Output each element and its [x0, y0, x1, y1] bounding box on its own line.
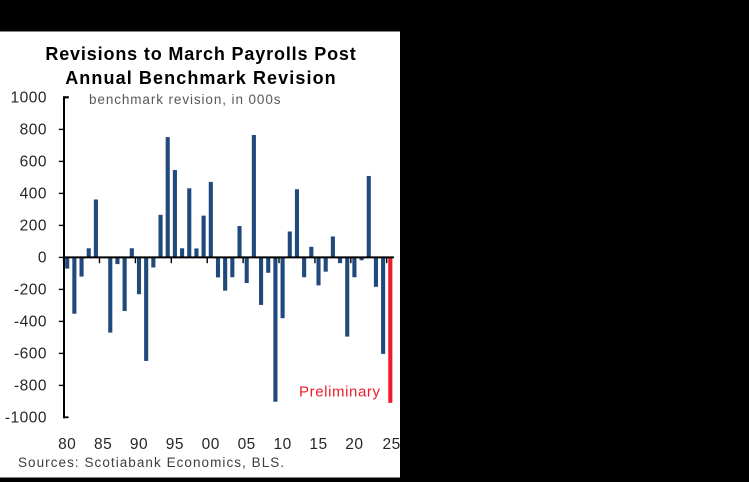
svg-text:200: 200: [20, 217, 47, 234]
svg-text:0: 0: [38, 249, 47, 266]
svg-text:Revisions to March Payrolls Po: Revisions to March Payrolls Post: [45, 44, 356, 64]
svg-text:-1000: -1000: [5, 409, 47, 426]
svg-text:-200: -200: [14, 281, 47, 298]
svg-text:-400: -400: [14, 313, 47, 330]
svg-text:Annual Benchmark Revision: Annual Benchmark Revision: [65, 68, 337, 88]
svg-text:05: 05: [238, 436, 256, 453]
svg-text:400: 400: [20, 185, 47, 202]
svg-text:10: 10: [273, 436, 291, 453]
svg-text:600: 600: [20, 153, 47, 170]
svg-text:1000: 1000: [11, 89, 47, 106]
svg-text:00: 00: [202, 436, 220, 453]
svg-text:-600: -600: [14, 345, 47, 362]
svg-text:800: 800: [20, 121, 47, 138]
svg-text:85: 85: [94, 436, 112, 453]
svg-text:90: 90: [130, 436, 148, 453]
svg-text:Sources: Scotiabank Economics,: Sources: Scotiabank Economics, BLS.: [18, 455, 285, 470]
svg-text:80: 80: [58, 436, 76, 453]
svg-text:Preliminary: Preliminary: [299, 384, 381, 401]
svg-text:25: 25: [382, 436, 400, 453]
svg-text:95: 95: [166, 436, 184, 453]
svg-text:20: 20: [345, 436, 363, 453]
svg-text:-800: -800: [14, 377, 47, 394]
svg-text:benchmark revision, in 000s: benchmark revision, in 000s: [89, 92, 281, 107]
svg-text:15: 15: [309, 436, 327, 453]
